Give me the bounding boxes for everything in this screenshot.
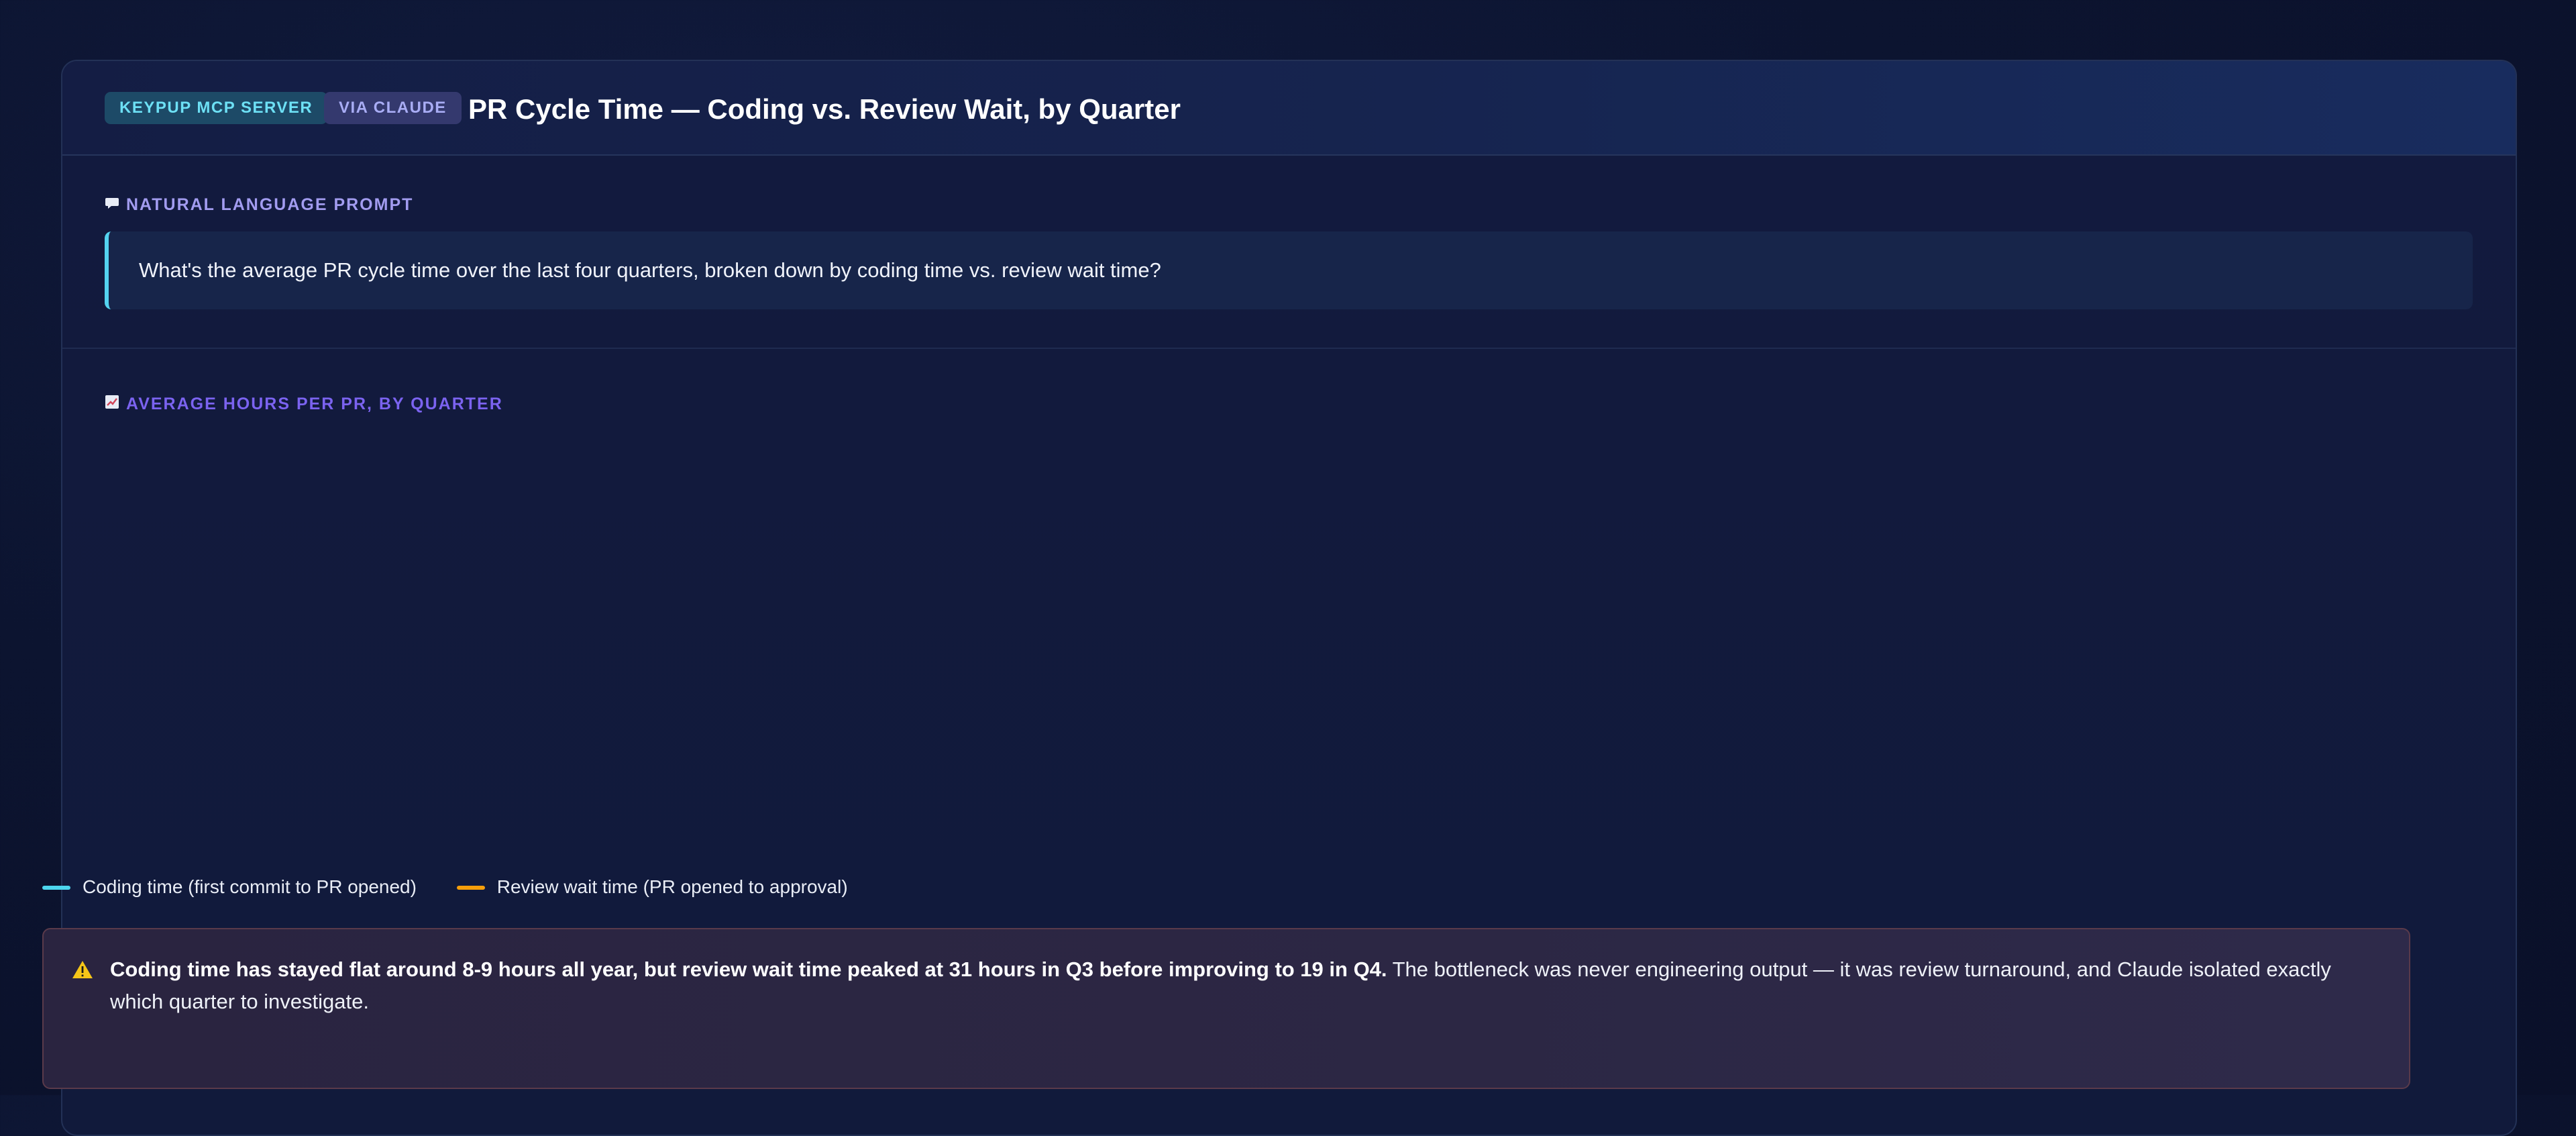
insight-text: Coding time has stayed flat around 8-9 h… (110, 953, 2377, 1018)
legend-swatch-coding (42, 886, 70, 890)
chart-label-text: AVERAGE HOURS PER PR, BY QUARTER (126, 395, 503, 413)
prompt-section-label: NATURAL LANGUAGE PROMPT (105, 195, 413, 215)
legend-item-review: Review wait time (PR opened to approval) (456, 876, 848, 898)
insight-callout: Coding time has stayed flat around 8-9 h… (42, 928, 2410, 1089)
chart-icon (105, 395, 119, 413)
card-header: KEYPUP MCP SERVER VIA CLAUDE PR Cycle Ti… (62, 61, 2516, 156)
server-badge: KEYPUP MCP SERVER (105, 92, 328, 124)
prompt-box: What's the average PR cycle time over th… (105, 231, 2473, 309)
chart-legend: Coding time (first commit to PR opened) … (42, 875, 883, 902)
insight-bold: Coding time has stayed flat around 8-9 h… (110, 958, 1387, 981)
speech-bubble-icon (105, 195, 119, 214)
section-divider (62, 348, 2516, 349)
insight-body: The bottleneck was never engineering out… (110, 958, 2331, 1013)
chart-section-label: AVERAGE HOURS PER PR, BY QUARTER (105, 395, 503, 414)
legend-label-coding: Coding time (first commit to PR opened) (83, 876, 417, 897)
prompt-text: What's the average PR cycle time over th… (139, 258, 1161, 282)
claude-badge: VIA CLAUDE (324, 92, 462, 124)
page-title: PR Cycle Time — Coding vs. Review Wait, … (468, 93, 1181, 125)
legend-swatch-review (456, 886, 485, 890)
warning-icon (72, 960, 93, 979)
prompt-label-text: NATURAL LANGUAGE PROMPT (126, 195, 414, 214)
legend-label-review: Review wait time (PR opened to approval) (496, 876, 848, 897)
legend-item-coding: Coding time (first commit to PR opened) (42, 876, 417, 898)
